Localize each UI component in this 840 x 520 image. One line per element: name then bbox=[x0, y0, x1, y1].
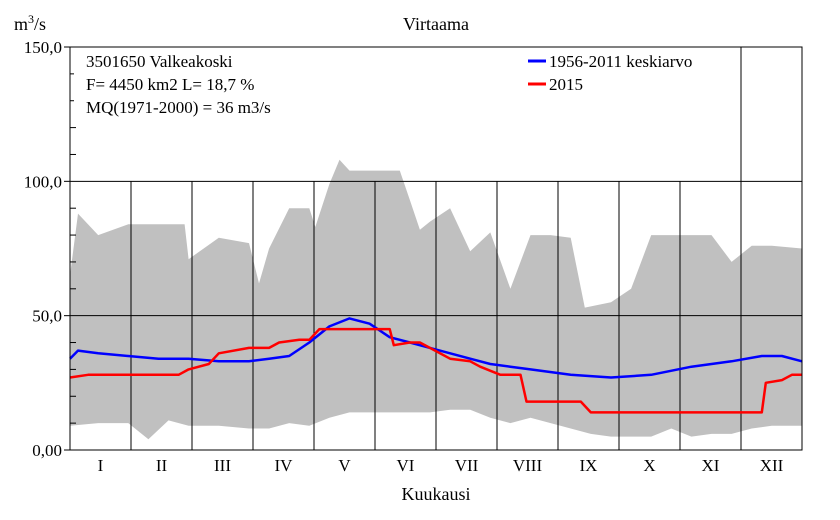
month-label: VIII bbox=[513, 456, 543, 475]
chart-title: Virtaama bbox=[403, 14, 469, 34]
x-axis-label: Kuukausi bbox=[402, 484, 471, 504]
legend bbox=[522, 50, 740, 96]
y-tick-label: 150,0 bbox=[24, 38, 62, 57]
series-line-2015 bbox=[69, 327, 802, 414]
chart-grid bbox=[70, 47, 802, 450]
x-axis: I II III IV V VI VII VIII IX X XI XII bbox=[98, 456, 784, 475]
month-label: XII bbox=[760, 456, 784, 475]
month-label: II bbox=[156, 456, 168, 475]
month-label: III bbox=[214, 456, 231, 475]
legend-label-2015: 2015 bbox=[549, 75, 583, 94]
info-box bbox=[74, 50, 314, 118]
month-label: IV bbox=[275, 456, 294, 475]
plot-frame bbox=[69, 46, 803, 451]
month-label: VI bbox=[397, 456, 415, 475]
station-name: 3501650 Valkeakoski bbox=[86, 52, 233, 71]
month-label: IX bbox=[580, 456, 598, 475]
y-tick-label: 0,00 bbox=[32, 441, 62, 460]
mean-flow-info: MQ(1971-2000) = 36 m3/s bbox=[86, 98, 271, 117]
month-label: XI bbox=[702, 456, 720, 475]
month-label: I bbox=[98, 456, 104, 475]
month-label: X bbox=[643, 456, 655, 475]
month-label: V bbox=[338, 456, 351, 475]
y-tick-label: 100,0 bbox=[24, 172, 62, 191]
series-line-average bbox=[69, 317, 803, 379]
series-lines bbox=[69, 317, 803, 414]
legend-label-average: 1956-2011 keskiarvo bbox=[549, 52, 692, 71]
catchment-info: F= 4450 km2 L= 18,7 % bbox=[86, 75, 254, 94]
y-tick-label: 50,0 bbox=[32, 307, 62, 326]
month-label: VII bbox=[455, 456, 479, 475]
y-axis: 0,00 50,0 100,0 150,0 bbox=[24, 38, 76, 460]
y-axis-label: m3/s bbox=[14, 12, 46, 34]
